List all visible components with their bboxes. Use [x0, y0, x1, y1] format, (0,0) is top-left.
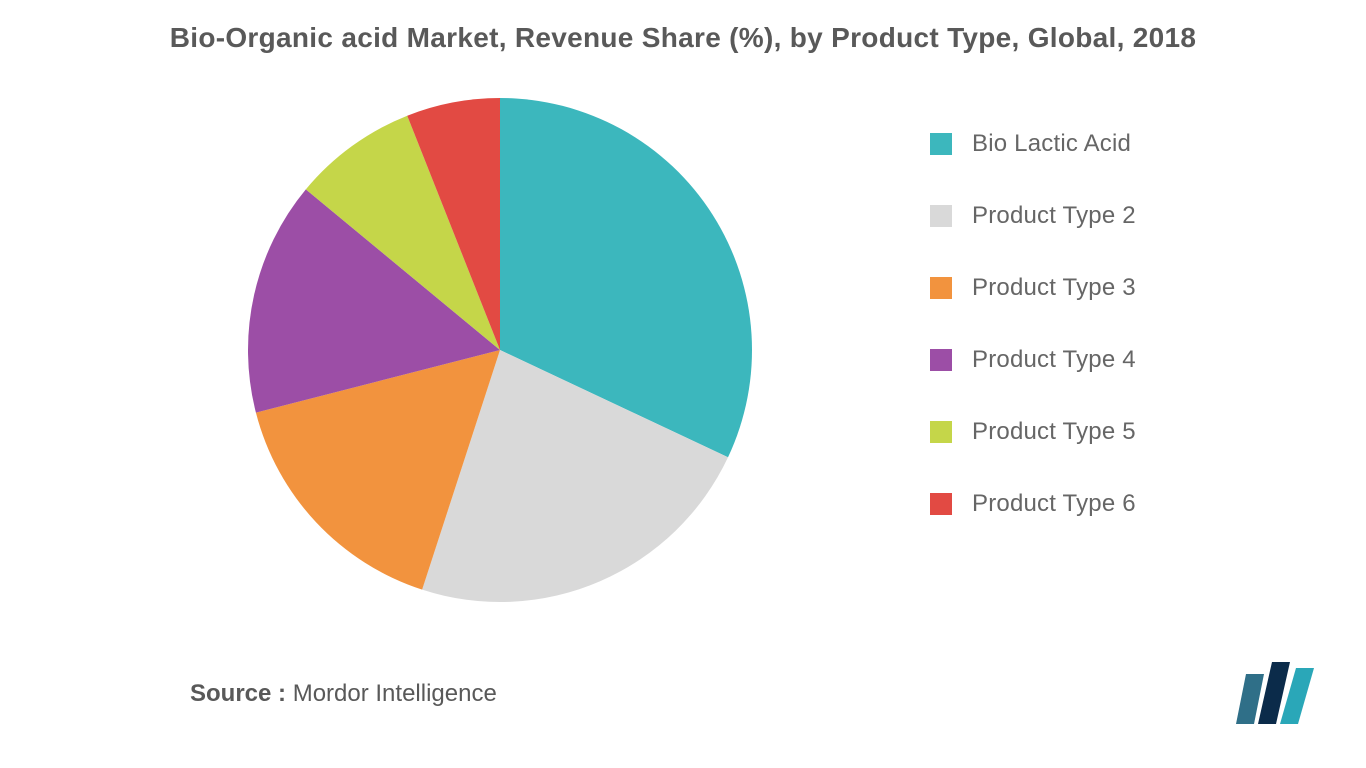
- legend-item: Bio Lactic Acid: [930, 130, 1136, 158]
- chart-title: Bio-Organic acid Market, Revenue Share (…: [0, 22, 1366, 54]
- legend-label: Product Type 6: [972, 490, 1136, 518]
- legend-label: Product Type 3: [972, 274, 1136, 302]
- legend-swatch: [930, 277, 952, 299]
- legend: Bio Lactic Acid Product Type 2 Product Typ…: [930, 130, 1136, 562]
- legend-swatch: [930, 493, 952, 515]
- legend-swatch: [930, 133, 952, 155]
- legend-item: Product Type 2: [930, 202, 1136, 230]
- source-value: Mordor Intelligence: [293, 680, 497, 707]
- legend-label: Bio Lactic Acid: [972, 130, 1131, 158]
- legend-swatch: [930, 205, 952, 227]
- legend-label: Product Type 5: [972, 418, 1136, 446]
- legend-label: Product Type 2: [972, 202, 1136, 230]
- legend-swatch: [930, 421, 952, 443]
- legend-item: Product Type 3: [930, 274, 1136, 302]
- legend-swatch: [930, 349, 952, 371]
- brand-logo: [1236, 662, 1318, 724]
- pie-chart: [240, 90, 760, 610]
- source-line: Source : Mordor Intelligence: [190, 680, 497, 708]
- legend-item: Product Type 4: [930, 346, 1136, 374]
- legend-label: Product Type 4: [972, 346, 1136, 374]
- legend-item: Product Type 6: [930, 490, 1136, 518]
- source-label: Source :: [190, 680, 286, 707]
- legend-item: Product Type 5: [930, 418, 1136, 446]
